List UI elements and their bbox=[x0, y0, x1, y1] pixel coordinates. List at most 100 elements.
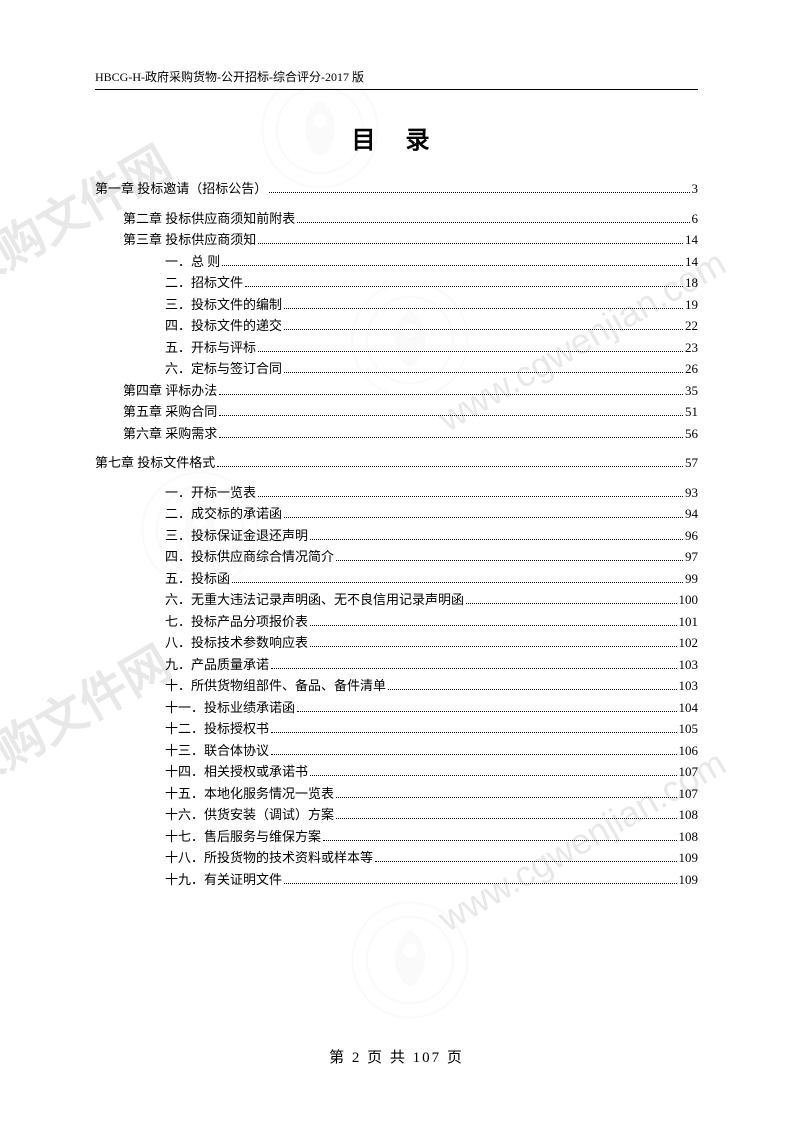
table-of-contents: 第一章 投标邀请（招标公告）3第二章 投标供应商须知前附表6第三章 投标供应商须… bbox=[95, 179, 698, 889]
toc-entry: 第四章 评标办法35 bbox=[95, 381, 698, 401]
toc-entry-label: 六．定标与签订合同 bbox=[165, 359, 282, 379]
toc-leader-dots bbox=[466, 603, 676, 604]
toc-entry: 五．开标与评标23 bbox=[95, 338, 698, 358]
toc-entry-page: 105 bbox=[679, 719, 699, 739]
toc-entry-page: 14 bbox=[685, 230, 698, 250]
toc-entry-page: 104 bbox=[679, 698, 699, 718]
toc-entry-label: 八．投标技术参数响应表 bbox=[165, 633, 308, 653]
toc-leader-dots bbox=[310, 539, 683, 540]
toc-entry-page: 56 bbox=[685, 424, 698, 444]
toc-entry-page: 106 bbox=[679, 741, 699, 761]
toc-entry-page: 108 bbox=[679, 805, 699, 825]
document-page: HBCG-H-政府采购货物-公开招标-综合评分-2017 版 目 录 第一章 投… bbox=[0, 0, 793, 1122]
toc-entry: 二．招标文件 18 bbox=[95, 273, 698, 293]
toc-entry-label: 十三．联合体协议 bbox=[165, 741, 269, 761]
toc-entry: 四．投标供应商综合情况简介97 bbox=[95, 547, 698, 567]
toc-entry: 第一章 投标邀请（招标公告） 3 bbox=[95, 179, 698, 199]
toc-entry-label: 十六．供货安装（调试）方案 bbox=[165, 805, 334, 825]
toc-leader-dots bbox=[297, 711, 676, 712]
toc-entry-label: 二．招标文件 bbox=[165, 273, 243, 293]
toc-entry: 一．开标一览表93 bbox=[95, 483, 698, 503]
toc-spacer bbox=[95, 445, 698, 453]
toc-entry-page: 18 bbox=[685, 273, 698, 293]
toc-entry-label: 第二章 投标供应商须知前附表 bbox=[123, 209, 295, 229]
toc-entry-label: 九．产品质量承诺 bbox=[165, 655, 269, 675]
toc-entry-label: 十四．相关授权或承诺书 bbox=[165, 762, 308, 782]
toc-leader-dots bbox=[284, 883, 676, 884]
toc-entry-label: 第三章 投标供应商须知 bbox=[123, 230, 256, 250]
page-footer: 第 2 页 共 107 页 bbox=[0, 1046, 793, 1067]
toc-entry: 第二章 投标供应商须知前附表 6 bbox=[95, 209, 698, 229]
toc-entry-label: 三．投标文件的编制 bbox=[165, 295, 282, 315]
toc-entry-page: 35 bbox=[685, 381, 698, 401]
toc-entry: 四．投标文件的递交22 bbox=[95, 316, 698, 336]
toc-leader-dots bbox=[284, 329, 683, 330]
toc-entry-label: 第一章 投标邀请（招标公告） bbox=[95, 179, 267, 199]
toc-leader-dots bbox=[271, 754, 676, 755]
toc-leader-dots bbox=[219, 415, 683, 416]
toc-entry-label: 一．总 则 bbox=[165, 252, 220, 272]
toc-entry: 第三章 投标供应商须知 14 bbox=[95, 230, 698, 250]
toc-entry-page: 3 bbox=[692, 179, 699, 199]
toc-leader-dots bbox=[219, 437, 683, 438]
toc-entry-label: 第六章 采购需求 bbox=[123, 424, 217, 444]
toc-leader-dots bbox=[284, 372, 683, 373]
toc-entry-label: 十一．投标业绩承诺函 bbox=[165, 698, 295, 718]
toc-leader-dots bbox=[310, 646, 676, 647]
toc-leader-dots bbox=[310, 625, 676, 626]
toc-entry-page: 6 bbox=[692, 209, 699, 229]
toc-entry-page: 19 bbox=[685, 295, 698, 315]
toc-entry: 十．所供货物组部件、备品、备件清单103 bbox=[95, 676, 698, 696]
toc-entry-label: 三．投标保证金退还声明 bbox=[165, 526, 308, 546]
toc-leader-dots bbox=[217, 466, 683, 467]
toc-entry: 十八．所投货物的技术资料或样本等109 bbox=[95, 848, 698, 868]
toc-leader-dots bbox=[271, 732, 676, 733]
page-header: HBCG-H-政府采购货物-公开招标-综合评分-2017 版 bbox=[95, 68, 698, 90]
toc-entry-page: 14 bbox=[685, 252, 698, 272]
toc-entry-page: 109 bbox=[679, 870, 699, 890]
toc-leader-dots bbox=[375, 861, 676, 862]
toc-spacer bbox=[95, 475, 698, 483]
toc-entry: 一．总 则 14 bbox=[95, 252, 698, 272]
toc-entry: 七．投标产品分项报价表101 bbox=[95, 612, 698, 632]
toc-leader-dots bbox=[232, 582, 683, 583]
toc-entry-page: 109 bbox=[679, 848, 699, 868]
toc-entry-page: 100 bbox=[679, 590, 699, 610]
toc-entry-label: 十九．有关证明文件 bbox=[165, 870, 282, 890]
toc-entry-page: 51 bbox=[685, 402, 698, 422]
toc-leader-dots bbox=[388, 689, 676, 690]
toc-entry: 十二．投标授权书 105 bbox=[95, 719, 698, 739]
toc-entry: 三．投标文件的编制 19 bbox=[95, 295, 698, 315]
toc-entry-page: 103 bbox=[679, 676, 699, 696]
toc-entry-label: 二．成交标的承诺函 bbox=[165, 504, 282, 524]
toc-entry-page: 102 bbox=[679, 633, 699, 653]
toc-entry-page: 107 bbox=[679, 762, 699, 782]
toc-entry-page: 96 bbox=[685, 526, 698, 546]
toc-entry-label: 十二．投标授权书 bbox=[165, 719, 269, 739]
toc-entry-page: 99 bbox=[685, 569, 698, 589]
toc-leader-dots bbox=[323, 840, 676, 841]
toc-title: 目 录 bbox=[95, 120, 698, 155]
toc-entry: 五．投标函 99 bbox=[95, 569, 698, 589]
toc-entry-page: 101 bbox=[679, 612, 699, 632]
toc-entry-label: 一．开标一览表 bbox=[165, 483, 256, 503]
toc-entry-page: 107 bbox=[679, 784, 699, 804]
toc-leader-dots bbox=[336, 818, 676, 819]
toc-entry-page: 103 bbox=[679, 655, 699, 675]
toc-entry-page: 94 bbox=[685, 504, 698, 524]
toc-entry-page: 97 bbox=[685, 547, 698, 567]
toc-entry: 十六．供货安装（调试）方案 108 bbox=[95, 805, 698, 825]
toc-leader-dots bbox=[336, 797, 676, 798]
toc-entry-label: 六．无重大违法记录声明函、无不良信用记录声明函 bbox=[165, 590, 464, 610]
toc-leader-dots bbox=[222, 265, 683, 266]
toc-entry-label: 五．投标函 bbox=[165, 569, 230, 589]
toc-leader-dots bbox=[258, 243, 683, 244]
toc-entry: 第五章 采购合同51 bbox=[95, 402, 698, 422]
toc-entry-label: 第七章 投标文件格式 bbox=[95, 453, 215, 473]
toc-entry-label: 十七．售后服务与维保方案 bbox=[165, 827, 321, 847]
toc-leader-dots bbox=[310, 775, 676, 776]
toc-leader-dots bbox=[269, 192, 689, 193]
toc-entry: 九．产品质量承诺 103 bbox=[95, 655, 698, 675]
toc-leader-dots bbox=[219, 394, 683, 395]
toc-entry-page: 26 bbox=[685, 359, 698, 379]
